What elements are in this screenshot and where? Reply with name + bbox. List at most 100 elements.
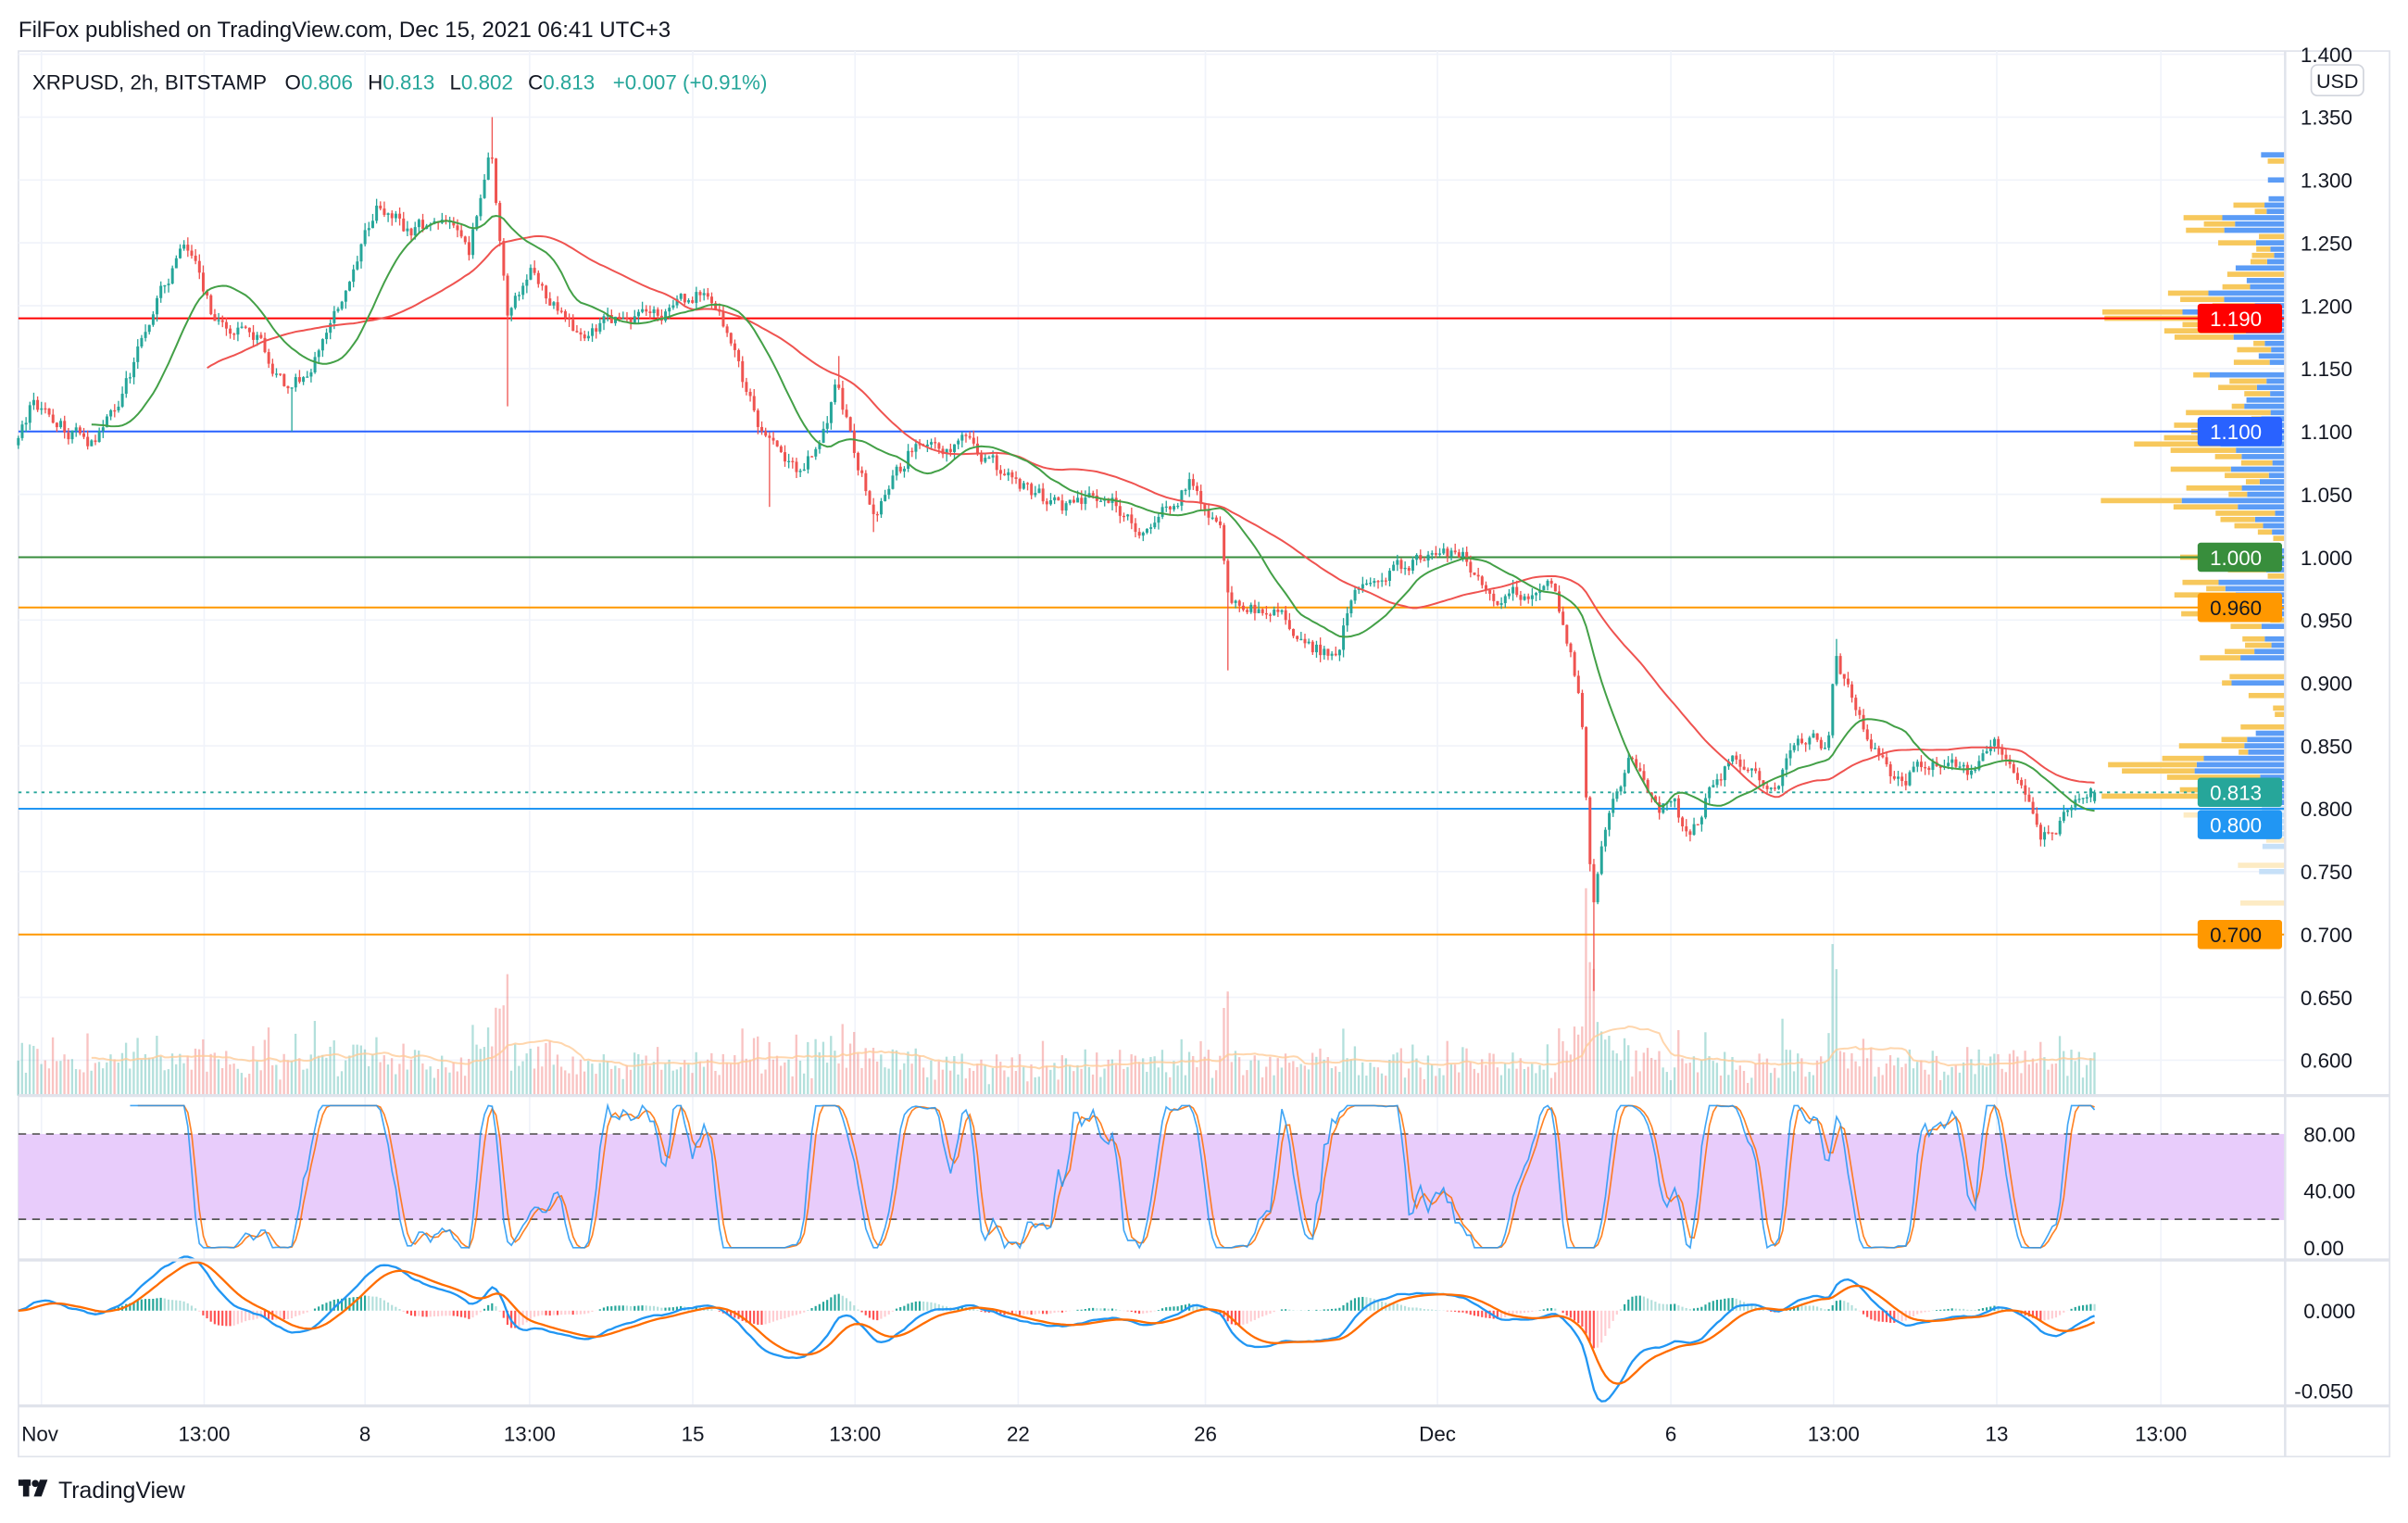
candle-body[interactable] bbox=[1897, 776, 1900, 779]
candle-body[interactable] bbox=[1511, 586, 1515, 594]
candle-body[interactable] bbox=[174, 258, 178, 269]
candle-body[interactable] bbox=[633, 316, 636, 323]
candle-body[interactable] bbox=[1457, 552, 1461, 558]
candle-body[interactable] bbox=[1988, 746, 1992, 751]
candle-body[interactable] bbox=[579, 332, 583, 335]
candle-body[interactable] bbox=[2000, 747, 2004, 755]
candle-body[interactable] bbox=[363, 230, 367, 245]
candle-body[interactable] bbox=[120, 394, 124, 407]
candle-body[interactable] bbox=[1838, 656, 1842, 674]
candle-body[interactable] bbox=[421, 220, 425, 229]
candle-body[interactable] bbox=[1623, 773, 1626, 787]
candle-body[interactable] bbox=[344, 290, 347, 302]
candle-body[interactable] bbox=[675, 298, 679, 306]
candle-body[interactable] bbox=[1191, 479, 1195, 486]
candle-body[interactable] bbox=[1453, 550, 1457, 553]
candle-body[interactable] bbox=[213, 314, 217, 321]
candle-body[interactable] bbox=[1762, 780, 1765, 787]
candle-body[interactable] bbox=[78, 427, 82, 434]
candle-body[interactable] bbox=[1731, 755, 1735, 762]
candle-body[interactable] bbox=[948, 448, 952, 452]
candle-body[interactable] bbox=[290, 387, 294, 389]
candle-body[interactable] bbox=[1846, 678, 1850, 685]
candle-body[interactable] bbox=[1904, 780, 1908, 786]
candle-body[interactable] bbox=[721, 311, 725, 327]
candle-body[interactable] bbox=[1168, 506, 1172, 510]
candle-body[interactable] bbox=[294, 377, 297, 388]
candle-body[interactable] bbox=[964, 434, 968, 436]
candle-body[interactable] bbox=[852, 430, 856, 453]
candle-body[interactable] bbox=[398, 213, 402, 219]
candle-body[interactable] bbox=[325, 333, 329, 340]
candle-body[interactable] bbox=[82, 433, 86, 437]
candle-body[interactable] bbox=[1141, 532, 1145, 536]
candle-body[interactable] bbox=[2012, 763, 2015, 774]
candle-body[interactable] bbox=[714, 303, 718, 310]
candle-body[interactable] bbox=[1307, 641, 1311, 644]
candle-body[interactable] bbox=[898, 466, 902, 472]
symbol-legend[interactable]: XRPUSD, 2h, BITSTAMP O0.806 H0.813 L0.80… bbox=[32, 71, 768, 94]
candle-body[interactable] bbox=[806, 456, 809, 470]
candle-body[interactable] bbox=[1122, 515, 1126, 518]
candle-body[interactable] bbox=[1334, 653, 1337, 656]
candle-body[interactable] bbox=[941, 448, 945, 455]
candle-body[interactable] bbox=[1053, 497, 1057, 501]
candle-body[interactable] bbox=[1034, 493, 1037, 496]
candle-body[interactable] bbox=[656, 308, 659, 316]
candle-body[interactable] bbox=[2031, 801, 2035, 814]
candle-body[interactable] bbox=[1160, 507, 1164, 517]
candle-body[interactable] bbox=[872, 504, 875, 514]
candle-body[interactable] bbox=[1704, 798, 1708, 818]
candle-body[interactable] bbox=[509, 308, 513, 316]
candle-body[interactable] bbox=[263, 337, 267, 353]
candle-body[interactable] bbox=[1842, 673, 1846, 679]
candle-body[interactable] bbox=[1346, 613, 1349, 626]
candle-body[interactable] bbox=[752, 396, 756, 411]
candle-body[interactable] bbox=[1676, 798, 1680, 818]
candle-body[interactable] bbox=[1685, 825, 1688, 832]
candle-body[interactable] bbox=[209, 295, 213, 315]
candle-body[interactable] bbox=[390, 213, 394, 219]
candle-body[interactable] bbox=[252, 332, 256, 340]
candle-body[interactable] bbox=[556, 302, 559, 311]
candle-body[interactable] bbox=[1196, 485, 1199, 492]
candle-body[interactable] bbox=[1145, 528, 1148, 533]
candle-body[interactable] bbox=[914, 444, 918, 452]
candle-body[interactable] bbox=[1446, 548, 1449, 557]
candle-body[interactable] bbox=[960, 434, 964, 441]
candle-body[interactable] bbox=[768, 435, 771, 438]
candle-body[interactable] bbox=[625, 318, 629, 320]
candle-body[interactable] bbox=[536, 272, 540, 284]
candle-body[interactable] bbox=[683, 294, 686, 303]
candle-body[interactable] bbox=[386, 213, 390, 215]
candle-body[interactable] bbox=[1558, 591, 1561, 612]
candle-body[interactable] bbox=[529, 268, 533, 280]
candle-body[interactable] bbox=[1284, 610, 1287, 621]
candle-body[interactable] bbox=[1137, 532, 1141, 536]
candle-body[interactable] bbox=[1885, 757, 1888, 765]
candle-body[interactable] bbox=[737, 349, 741, 361]
candle-body[interactable] bbox=[748, 391, 752, 396]
candle-body[interactable] bbox=[370, 220, 374, 229]
candle-body[interactable] bbox=[818, 442, 821, 449]
candle-body[interactable] bbox=[679, 294, 683, 299]
candle-body[interactable] bbox=[1708, 787, 1712, 799]
candle-body[interactable] bbox=[934, 442, 937, 444]
candle-body[interactable] bbox=[1157, 516, 1160, 523]
candle-body[interactable] bbox=[309, 371, 313, 377]
candle-body[interactable] bbox=[957, 440, 960, 445]
candle-body[interactable] bbox=[1465, 551, 1469, 562]
candle-body[interactable] bbox=[1503, 596, 1507, 604]
candle-body[interactable] bbox=[144, 332, 147, 338]
candle-body[interactable] bbox=[1349, 600, 1353, 614]
candle-body[interactable] bbox=[1626, 758, 1630, 774]
candle-body[interactable] bbox=[1361, 584, 1364, 589]
candle-body[interactable] bbox=[1715, 779, 1719, 786]
candle-body[interactable] bbox=[784, 452, 786, 462]
candle-body[interactable] bbox=[1130, 514, 1134, 523]
candle-body[interactable] bbox=[1210, 517, 1214, 519]
candle-body[interactable] bbox=[1900, 776, 1904, 781]
candle-body[interactable] bbox=[810, 456, 814, 458]
candle-body[interactable] bbox=[136, 346, 140, 362]
candle-body[interactable] bbox=[868, 491, 872, 505]
